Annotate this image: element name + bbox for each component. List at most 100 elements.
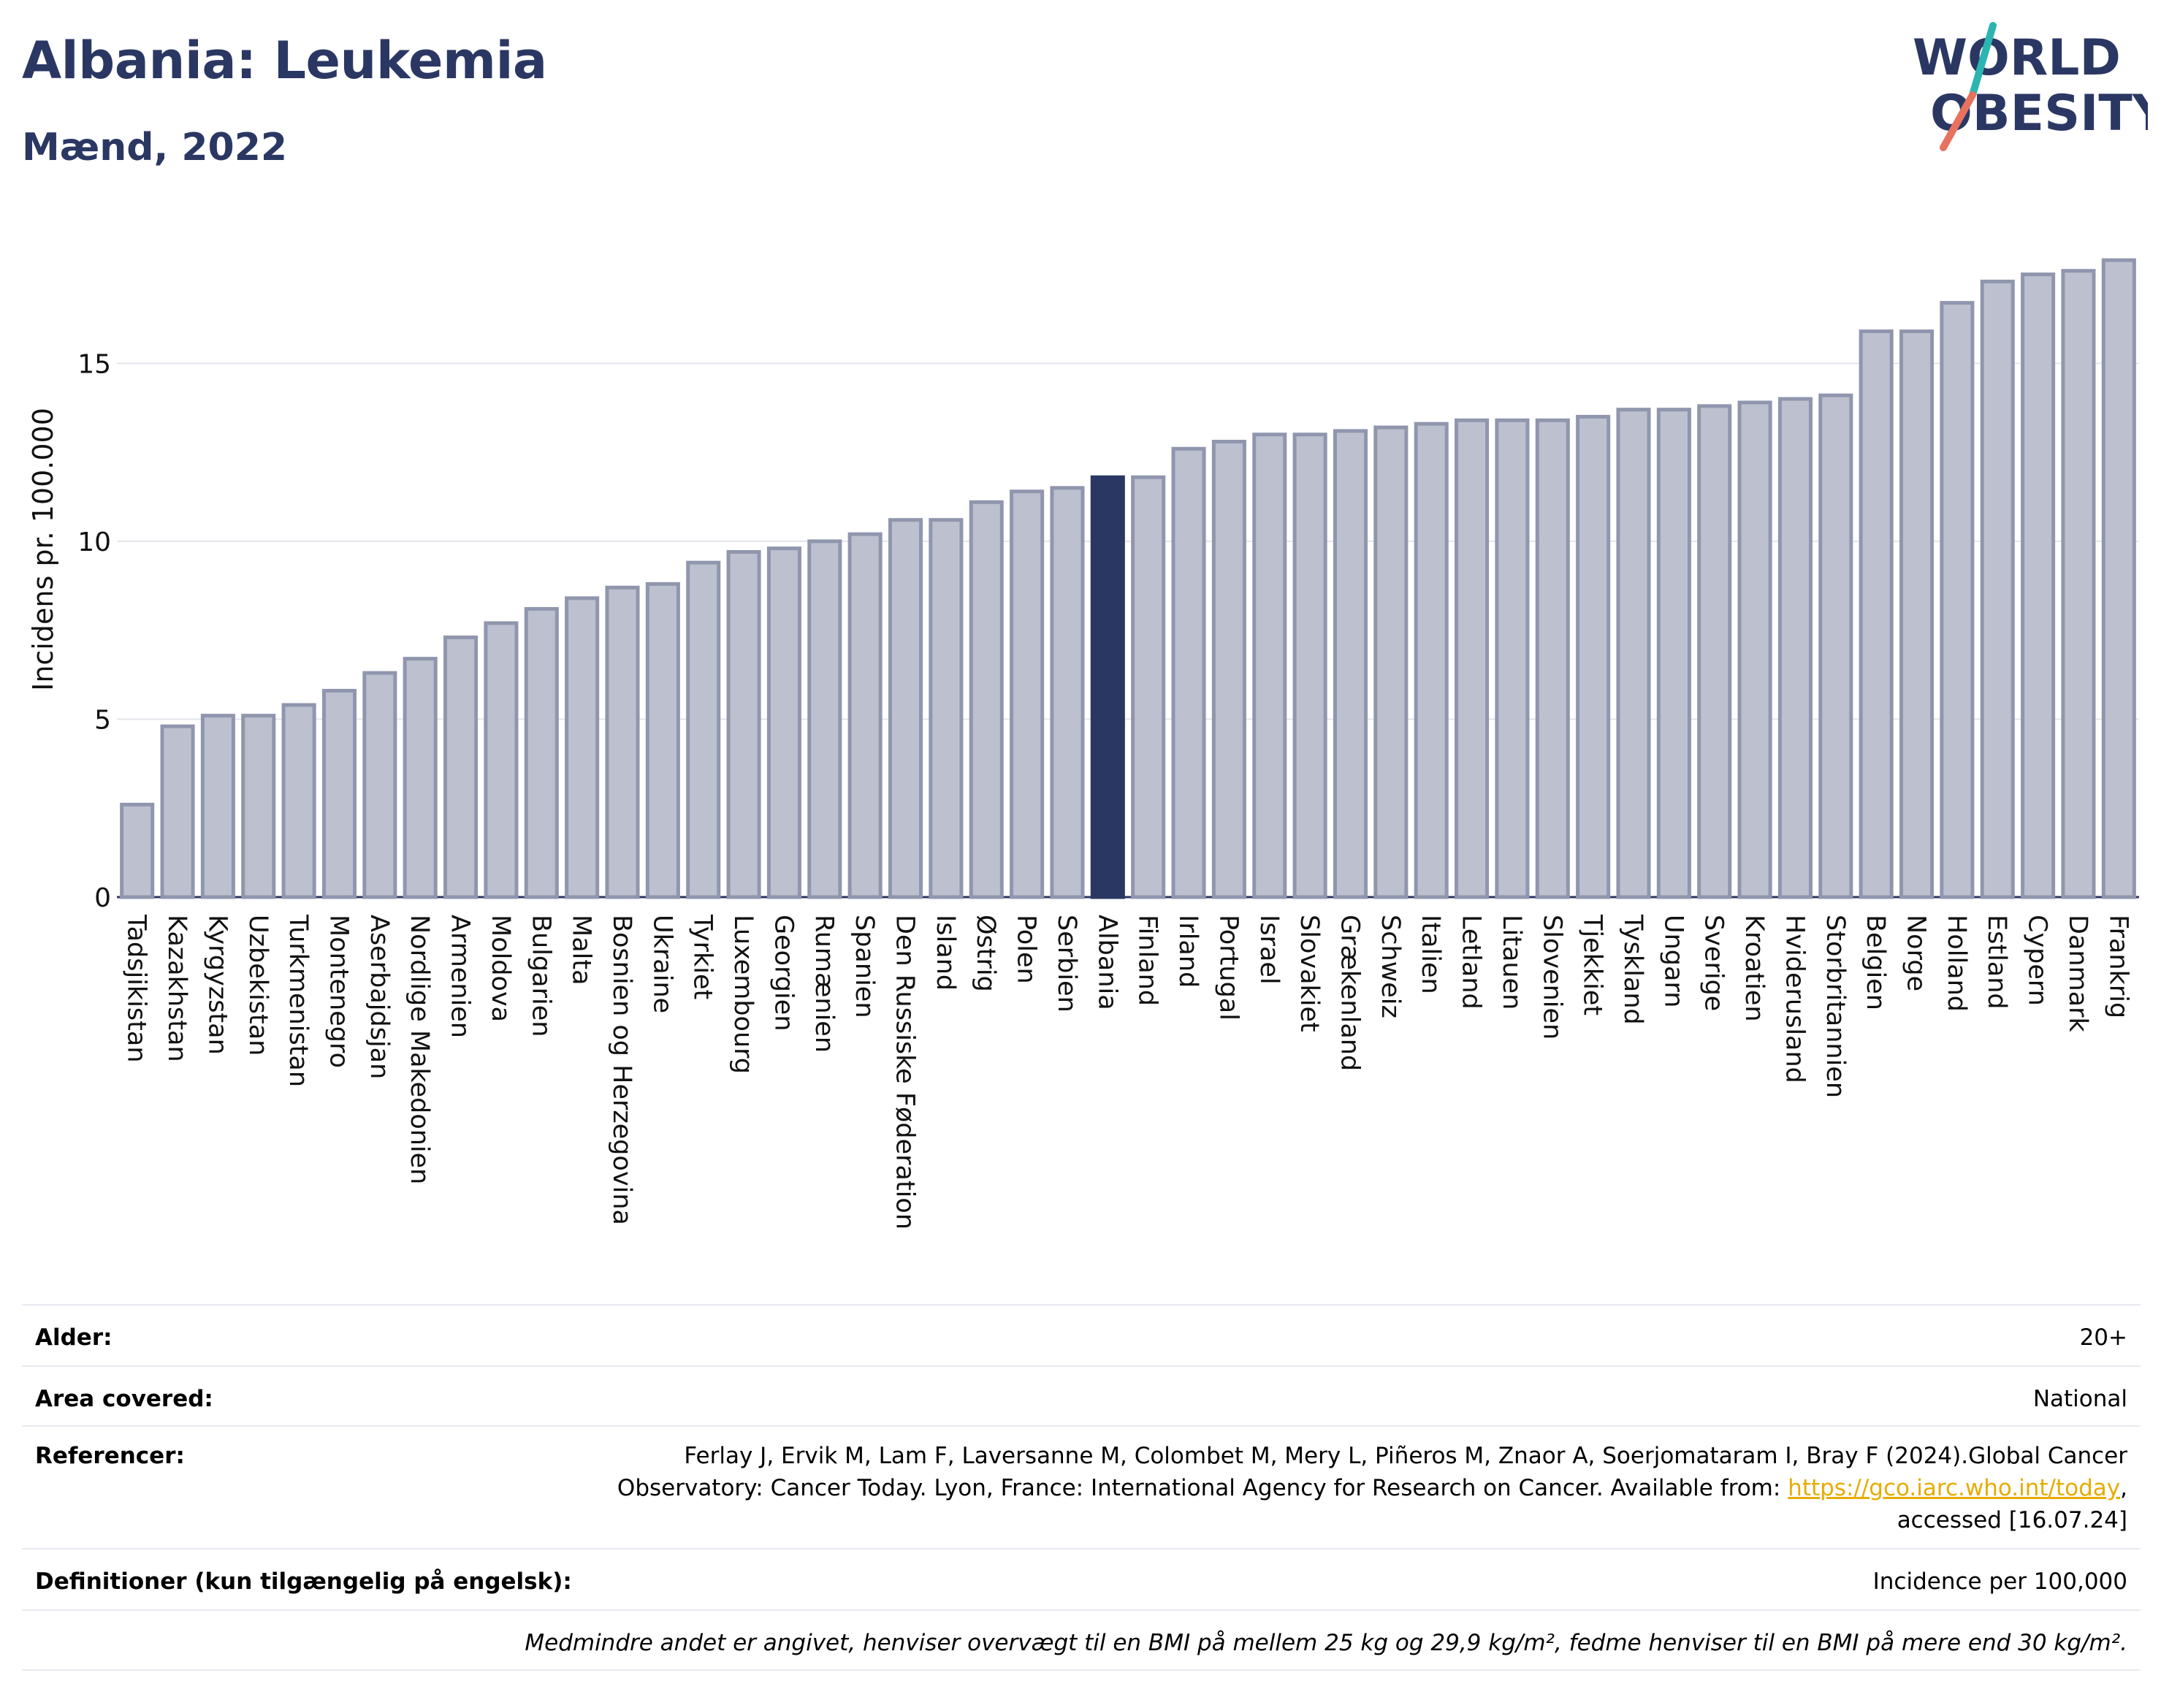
bar-ukraine[interactable]	[645, 582, 680, 899]
bar-finland[interactable]	[1131, 475, 1166, 899]
x-tick-label: Georgien	[769, 915, 798, 1032]
bar-tyskland[interactable]	[1616, 408, 1651, 899]
bar-rumænien[interactable]	[807, 539, 842, 899]
bar-serbien[interactable]	[1050, 486, 1085, 899]
x-tick-label: Slovenien	[1537, 915, 1566, 1040]
bar-israel[interactable]	[1252, 432, 1287, 899]
x-tick-label: Slovakiet	[1295, 915, 1324, 1032]
y-tick-label: 5	[94, 705, 111, 735]
bar-danmark[interactable]	[2061, 269, 2096, 899]
bar-norge[interactable]	[1899, 329, 1935, 899]
x-tick-label: Moldova	[486, 915, 515, 1022]
bar-estland[interactable]	[1980, 279, 2015, 899]
x-tick-label: Malta	[567, 915, 596, 985]
age-value: 20+	[2079, 1324, 2127, 1351]
bar-albania[interactable]	[1090, 475, 1125, 899]
x-tick-label: Luxembourg	[728, 915, 758, 1074]
logo-slash-red	[1940, 91, 1976, 151]
x-tick-label: Sverige	[1699, 915, 1729, 1011]
bar-cypern[interactable]	[2021, 272, 2056, 899]
x-tick-label: Tyrkiet	[688, 914, 717, 999]
x-tick-label: Estland	[1982, 915, 2011, 1010]
x-tick-label: Hviderusland	[1780, 915, 1809, 1083]
bar-spanien[interactable]	[847, 532, 883, 899]
bar-ungarn[interactable]	[1656, 408, 1691, 899]
bar-bosnien-og-herzegovina[interactable]	[605, 585, 640, 899]
reference-line-1: Ferlay J, Ervik M, Lam F, Laversanne M, …	[684, 1443, 2127, 1469]
bar-island[interactable]	[929, 518, 964, 899]
bar-østrig[interactable]	[969, 500, 1004, 899]
x-tick-label: Island	[931, 915, 960, 991]
area-value: National	[2032, 1386, 2127, 1412]
x-tick-label: Albania	[1092, 915, 1121, 1010]
bar-italien[interactable]	[1414, 422, 1449, 899]
x-tick-label: Ungarn	[1658, 915, 1688, 1007]
bar-aserbajdsjan[interactable]	[362, 671, 397, 899]
reference-line-2-end: ,	[2120, 1475, 2127, 1501]
x-tick-label: Østrig	[971, 915, 1000, 992]
bar-turkmenistan[interactable]	[281, 703, 316, 899]
x-tick-label: Polen	[1012, 915, 1041, 984]
bar-tadsjikistan[interactable]	[120, 802, 155, 899]
x-tick-label: Finland	[1133, 915, 1162, 1006]
x-tick-label: Den Russiske Føderation	[891, 915, 920, 1229]
bar-hviderusland[interactable]	[1777, 397, 1813, 899]
page-title: Albania: Leukemia	[22, 31, 547, 91]
x-tick-label: Frankrig	[2103, 915, 2133, 1018]
bar-bulgarien[interactable]	[524, 606, 559, 899]
bar-grækenland[interactable]	[1333, 429, 1368, 899]
bar-slovakiet[interactable]	[1292, 432, 1327, 899]
bar-armenien[interactable]	[443, 635, 479, 899]
bar-nordlige-makedonien[interactable]	[403, 657, 438, 899]
x-tick-label: Serbien	[1052, 915, 1081, 1013]
bar-sverige[interactable]	[1697, 404, 1732, 899]
info-row-references: Referencer: Ferlay J, Ervik M, Lam F, La…	[22, 1425, 2141, 1548]
bar-luxembourg[interactable]	[726, 550, 761, 899]
x-tick-label: Grækenland	[1335, 915, 1364, 1071]
x-tick-label: Kyrgyzstan	[202, 915, 232, 1055]
bar-moldova[interactable]	[484, 621, 519, 899]
x-tick-label: Irland	[1173, 915, 1203, 988]
reference-link[interactable]: https://gco.iarc.who.int/today	[1788, 1475, 2121, 1501]
bar-malta[interactable]	[565, 596, 600, 899]
bar-tjekkiet[interactable]	[1576, 414, 1611, 899]
bar-den-russiske-føderation[interactable]	[888, 518, 923, 899]
bar-georgien[interactable]	[766, 546, 801, 899]
bar-irland[interactable]	[1171, 446, 1206, 899]
x-tick-label: Kroatien	[1739, 915, 1769, 1022]
bar-letland[interactable]	[1455, 418, 1490, 899]
reference-line-3: accessed [16.07.24]	[1897, 1507, 2127, 1533]
bar-litauen[interactable]	[1495, 418, 1530, 899]
y-axis-label: Incidens pr. 100.000	[27, 408, 59, 691]
bar-kroatien[interactable]	[1737, 400, 1772, 899]
x-tick-label: Schweiz	[1376, 915, 1405, 1018]
bar-montenegro[interactable]	[321, 688, 357, 899]
footnote: Medmindre andet er angivet, henviser ove…	[525, 1630, 2127, 1656]
x-tick-label: Spanien	[850, 915, 879, 1018]
bar-kazakhstan[interactable]	[160, 724, 195, 899]
x-tick-label: Belgien	[1861, 915, 1890, 1010]
definitions-value: Incidence per 100,000	[1872, 1568, 2127, 1595]
bar-schweiz[interactable]	[1373, 425, 1409, 899]
logo-word-world: WORLD	[1913, 29, 2121, 87]
x-tick-label: Armenien	[446, 915, 475, 1038]
reference-line-2: Observatory: Cancer Today. Lyon, France:…	[617, 1475, 1781, 1501]
world-obesity-logo: WORLD OBESITY	[1913, 22, 2148, 151]
area-label: Area covered:	[35, 1386, 213, 1412]
bar-polen[interactable]	[1010, 489, 1045, 899]
bar-belgien[interactable]	[1859, 329, 1894, 899]
bar-storbritannien[interactable]	[1818, 393, 1853, 899]
definitions-label: Definitioner (kun tilgængelig på engelsk…	[35, 1568, 572, 1595]
x-tick-label: Portugal	[1213, 915, 1243, 1021]
bar-kyrgyzstan[interactable]	[200, 714, 235, 899]
y-tick-label: 15	[77, 349, 111, 379]
bar-slovenien[interactable]	[1535, 418, 1570, 899]
x-tick-label: Holland	[1942, 915, 1971, 1012]
bar-tyrkiet[interactable]	[686, 560, 721, 899]
bar-uzbekistan[interactable]	[241, 714, 276, 899]
x-tick-label: Turkmenistan	[283, 914, 313, 1087]
bar-frankrig[interactable]	[2101, 258, 2136, 899]
bar-portugal[interactable]	[1211, 440, 1246, 899]
bar-holland[interactable]	[1940, 301, 1975, 899]
info-row-footnote: Medmindre andet er angivet, henviser ove…	[22, 1609, 2141, 1671]
